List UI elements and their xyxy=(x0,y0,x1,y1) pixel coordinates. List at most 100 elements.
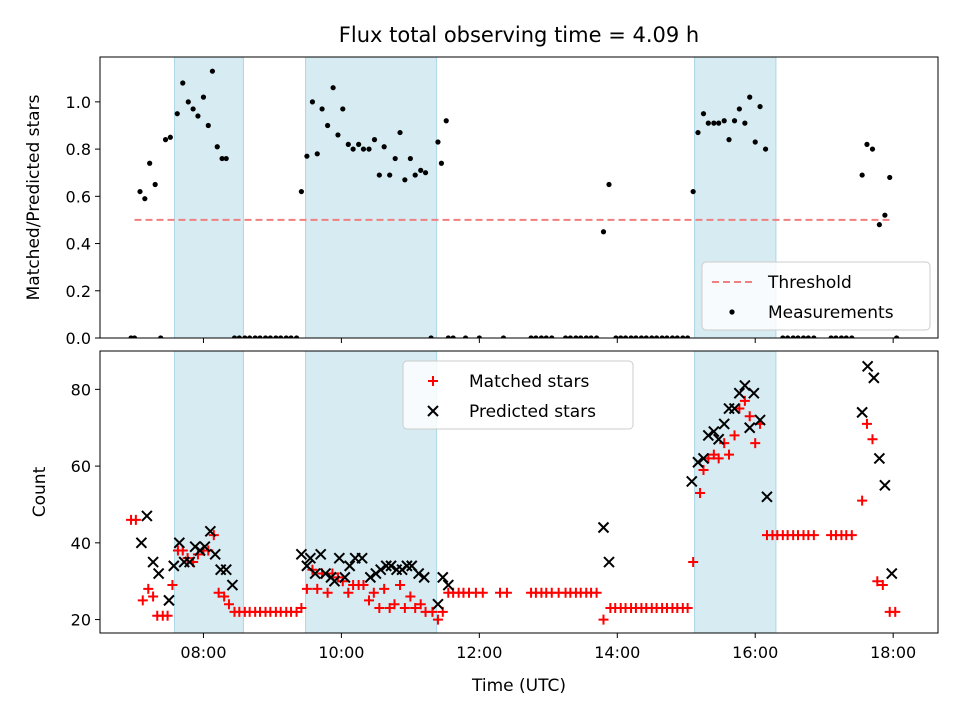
data-point xyxy=(392,155,398,162)
data-point xyxy=(209,68,216,74)
data-point xyxy=(412,567,425,580)
data-point xyxy=(744,422,756,434)
y-tick-label: 40 xyxy=(71,534,91,553)
data-point xyxy=(887,174,893,181)
y-tick-label: 0.8 xyxy=(66,140,91,159)
data-point xyxy=(167,134,173,140)
data-point xyxy=(688,557,699,568)
data-point xyxy=(659,335,665,338)
x-tick-label: 12:00 xyxy=(456,643,502,662)
data-point xyxy=(754,414,766,426)
data-point xyxy=(130,514,141,525)
data-point xyxy=(405,591,416,602)
data-point xyxy=(705,120,711,126)
data-point xyxy=(680,335,686,338)
data-point xyxy=(716,120,722,126)
data-point xyxy=(700,111,707,117)
data-point xyxy=(418,167,424,173)
data-point xyxy=(591,587,602,598)
data-point xyxy=(337,576,348,587)
data-point xyxy=(711,120,717,126)
data-point xyxy=(682,603,693,614)
data-point xyxy=(343,587,354,598)
data-point xyxy=(628,335,634,338)
data-point xyxy=(728,402,741,415)
data-point xyxy=(205,122,211,129)
data-point xyxy=(385,560,397,572)
data-point xyxy=(882,212,888,218)
series-measurements xyxy=(128,68,900,338)
data-point xyxy=(236,335,242,338)
data-point xyxy=(890,606,901,617)
data-point xyxy=(438,160,445,166)
data-point xyxy=(876,222,882,228)
data-point xyxy=(653,335,660,338)
data-point xyxy=(731,118,738,124)
data-point xyxy=(173,537,186,549)
data-point xyxy=(750,438,761,449)
data-point xyxy=(790,335,796,338)
data-point xyxy=(600,229,607,235)
data-point xyxy=(135,537,148,549)
data-point xyxy=(330,85,336,91)
data-point xyxy=(152,181,158,188)
data-point xyxy=(603,556,615,568)
data-point xyxy=(886,567,898,580)
data-point xyxy=(226,579,239,591)
data-point xyxy=(877,580,888,591)
data-point xyxy=(379,583,390,594)
data-point xyxy=(158,335,164,338)
data-point xyxy=(702,429,715,442)
data-point xyxy=(437,571,449,584)
x-tick-label: 14:00 xyxy=(594,643,640,662)
data-point xyxy=(220,563,232,576)
panel-1: 0.0 0.2 0.4 0.6 0.8 1.0 Matched/Predicted star… xyxy=(24,56,939,348)
data-point xyxy=(567,335,573,338)
data-point xyxy=(322,587,333,598)
y-tick-label: 60 xyxy=(71,457,91,476)
data-point xyxy=(857,495,868,506)
data-point xyxy=(199,540,211,553)
data-point xyxy=(500,335,507,338)
data-point xyxy=(380,560,392,572)
data-point xyxy=(304,552,317,564)
data-point xyxy=(736,106,742,112)
data-point xyxy=(695,487,706,498)
legend-marker xyxy=(729,309,735,315)
data-point xyxy=(309,567,321,580)
data-point xyxy=(533,335,539,338)
y-tick-label: 20 xyxy=(71,611,91,630)
data-point xyxy=(219,155,225,162)
data-point xyxy=(257,335,263,338)
data-point xyxy=(162,137,169,143)
x-tick-label: 16:00 xyxy=(732,643,778,662)
data-point xyxy=(477,587,488,598)
y-tick-label: 1.0 xyxy=(66,93,91,112)
data-point xyxy=(428,335,434,338)
legend-box xyxy=(402,360,634,430)
data-point xyxy=(288,335,294,338)
data-point xyxy=(397,129,403,136)
data-point xyxy=(808,530,819,541)
data-point xyxy=(435,139,441,145)
legend-label: Predicted stars xyxy=(469,402,596,422)
legend-label: Threshold xyxy=(767,273,852,293)
data-point xyxy=(371,137,378,143)
data-point xyxy=(312,583,323,594)
data-point xyxy=(190,106,196,112)
data-point xyxy=(422,170,429,176)
data-point xyxy=(718,418,730,430)
data-point xyxy=(734,403,745,414)
data-point xyxy=(528,335,534,338)
series-predicted-stars xyxy=(135,360,898,610)
shaded-interval-3 xyxy=(694,350,777,634)
data-point xyxy=(713,453,724,464)
data-point xyxy=(861,360,874,373)
data-point xyxy=(578,335,584,338)
data-point xyxy=(304,153,310,159)
data-point xyxy=(613,335,619,338)
data-point xyxy=(356,141,362,147)
data-point xyxy=(752,139,758,145)
data-point xyxy=(742,120,748,126)
data-point xyxy=(412,172,418,178)
